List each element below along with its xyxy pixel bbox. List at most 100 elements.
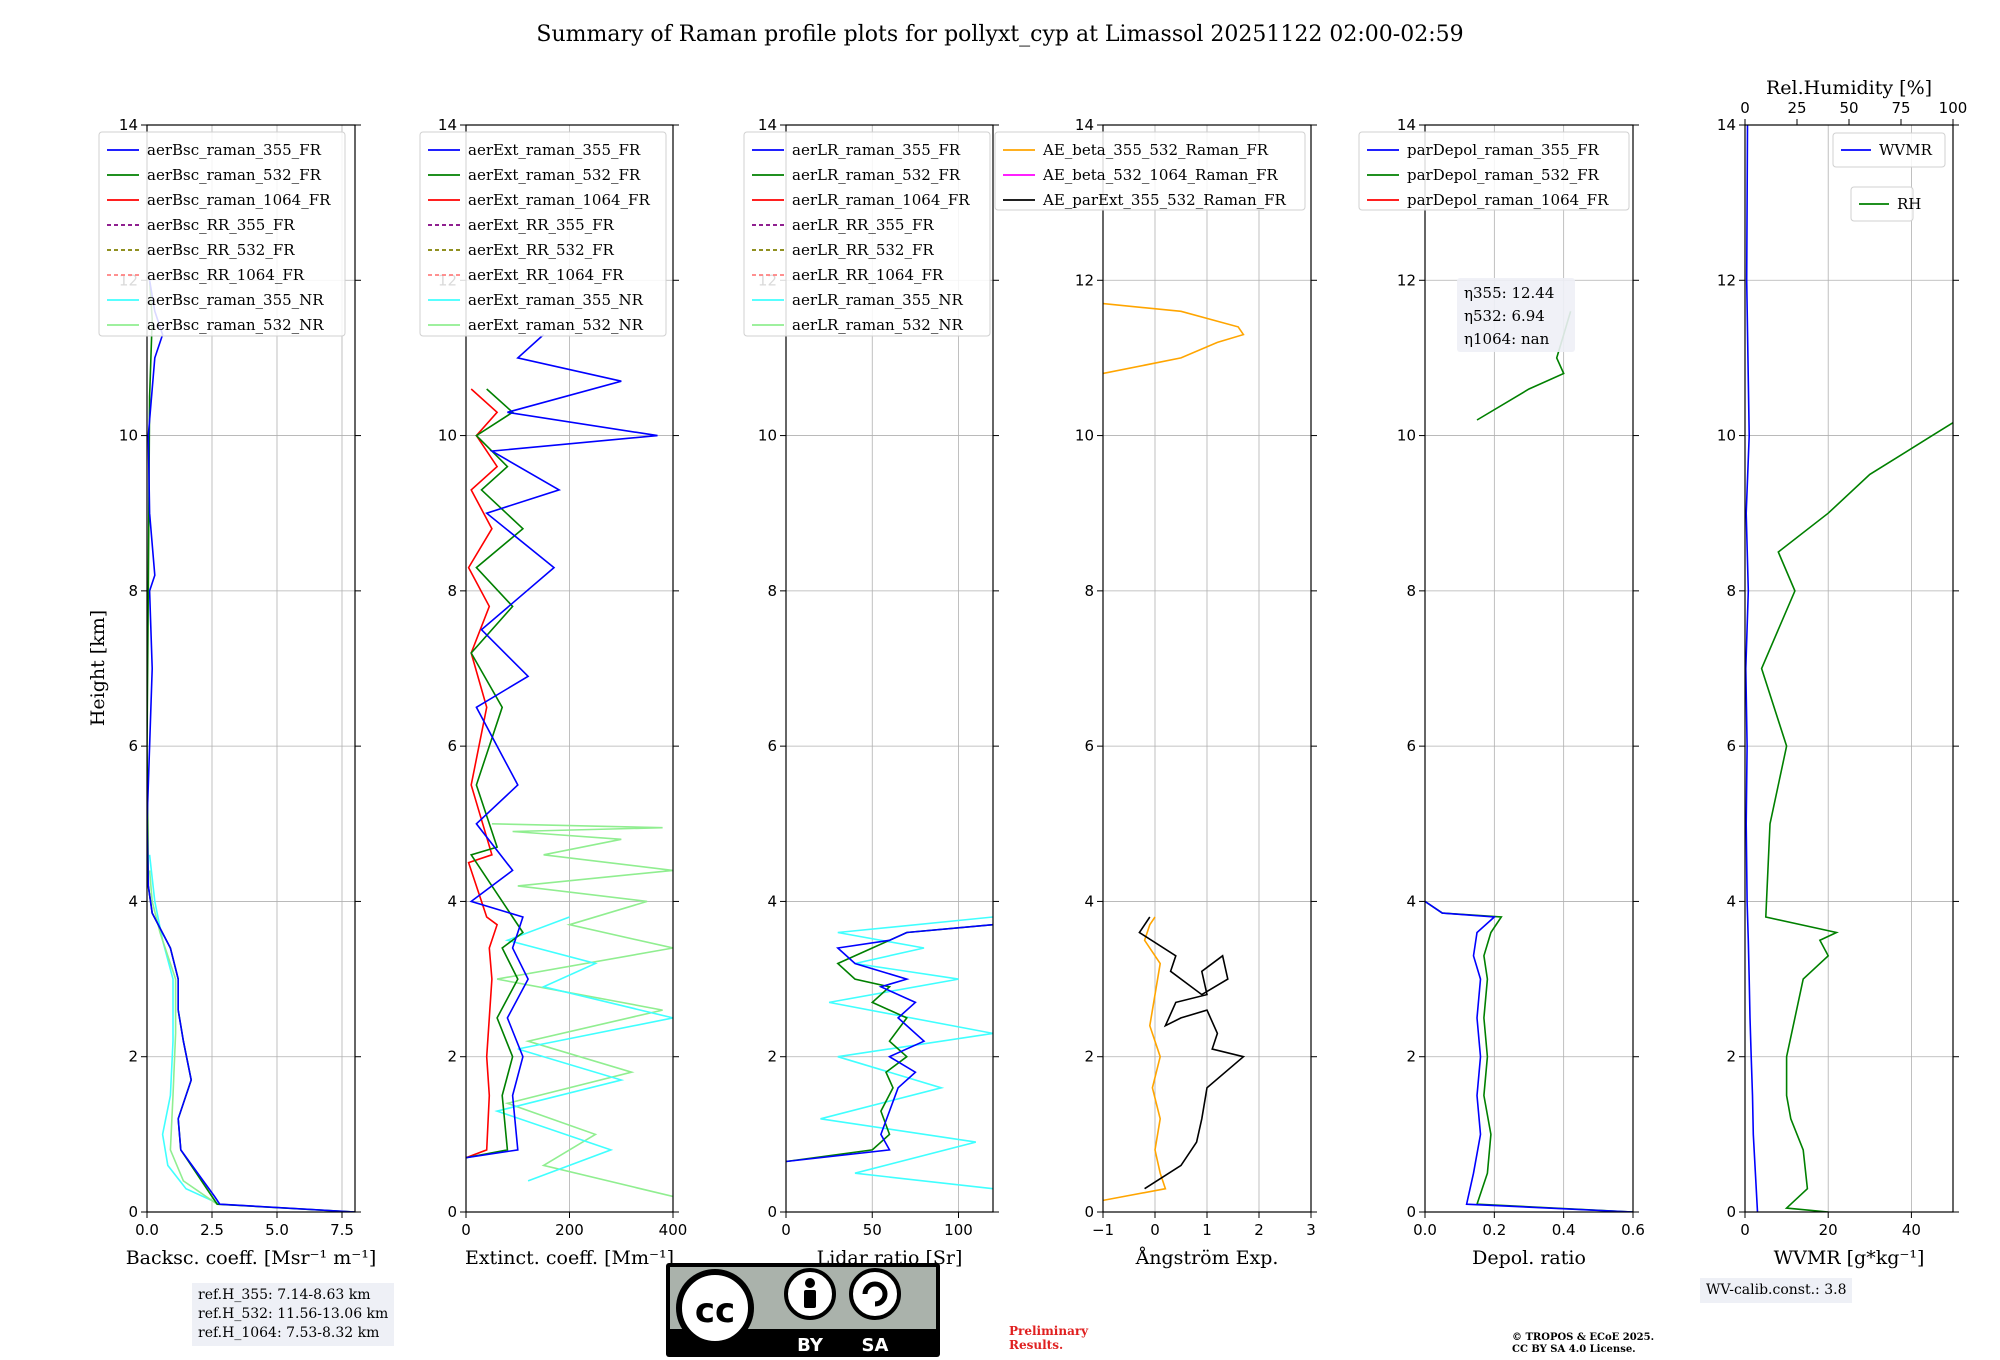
- x-tick-label: 100: [944, 1221, 973, 1239]
- legend-label: aerBsc_RR_1064_FR: [147, 266, 305, 284]
- y-tick-label: 8: [1406, 582, 1416, 600]
- series-line-aerBsc_raman_355_NR: [148, 854, 221, 1205]
- y-tick-label: 6: [128, 737, 138, 755]
- y-tick-label: 6: [767, 737, 777, 755]
- x-tick-label: 5.0: [265, 1221, 289, 1239]
- y-tick-label: 10: [1397, 427, 1416, 445]
- legend-box: [743, 131, 991, 337]
- y-tick-label: 14: [438, 116, 457, 134]
- x2-tick-label: 0: [1740, 99, 1750, 117]
- y-axis-label: Height [km]: [87, 610, 109, 726]
- x-axis-label: Backsc. coeff. [Msr⁻¹ m⁻¹]: [126, 1247, 377, 1269]
- legend-label: aerLR_raman_532_NR: [792, 316, 963, 334]
- x-tick-label: 0.0: [135, 1221, 159, 1239]
- panel-5: 0 2 4 6 8 10 12 14 0.0 0.2 0.4 0.6 Depol. ratio parDe…: [1358, 116, 1645, 1269]
- legend-label: aerLR_raman_355_NR: [792, 291, 963, 309]
- series-line-aerLR_raman_355_FR: [786, 923, 993, 1163]
- y-tick-label: 0: [1726, 1203, 1736, 1221]
- legend-label: aerBsc_raman_532_NR: [147, 316, 324, 334]
- x-tick-label: 3: [1306, 1221, 1316, 1239]
- legend-label: WVMR: [1879, 141, 1933, 159]
- x-tick-label: 0.4: [1552, 1221, 1576, 1239]
- legend-label: aerBsc_RR_355_FR: [147, 216, 295, 234]
- panel-2: 024681012140200400Extinct. coeff. [Mm⁻¹]…: [419, 116, 687, 1269]
- y-tick-label: 4: [447, 892, 457, 910]
- x-tick-label: 200: [555, 1221, 584, 1239]
- y-tick-label: 6: [1084, 737, 1094, 755]
- legend-box: [1358, 131, 1630, 211]
- series-line-aerBsc_raman_532_NR: [148, 870, 218, 1205]
- y-tick-label: 8: [128, 582, 138, 600]
- y-tick-label: 10: [758, 427, 777, 445]
- y-tick-label: 4: [1726, 892, 1736, 910]
- plot-frame: [785, 124, 994, 1213]
- y-tick-label: 10: [119, 427, 138, 445]
- x2-tick-label: 75: [1891, 99, 1910, 117]
- series-line-AE_parExt_355_532_Raman_FR: [1138, 916, 1246, 1190]
- series-line-aerExt_raman_355_NR: [494, 916, 673, 1182]
- legend-label: aerExt_raman_355_FR: [468, 141, 641, 159]
- y-tick-label: 8: [1084, 582, 1094, 600]
- panel-3: 02468101214050100Lidar ratio [Sr]aerLR_r…: [743, 116, 999, 1269]
- sa-arrow-icon: [862, 1281, 888, 1307]
- legend-label: AE_parExt_355_532_Raman_FR: [1042, 191, 1287, 209]
- series-line-WVMR: [1745, 125, 1759, 1212]
- y-tick-label: 2: [1406, 1048, 1416, 1066]
- ref-height-1064: ref.H_1064: 7.53-8.32 km: [198, 1325, 380, 1341]
- y-tick-label: 6: [1406, 737, 1416, 755]
- x-tick-label: 40: [1902, 1221, 1921, 1239]
- series-line-AE_beta_355_532_Raman_FR: [1103, 916, 1167, 1202]
- series-line-parDepol_raman_355_FR: [1425, 900, 1633, 1212]
- legend-label: aerExt_raman_532_NR: [468, 316, 644, 334]
- y-tick-label: 2: [447, 1048, 457, 1066]
- legend-label: aerLR_RR_355_FR: [792, 216, 934, 234]
- legend-label: RH: [1897, 195, 1921, 213]
- series-line-aerExt_raman_1064_FR: [466, 388, 499, 1159]
- y-tick-label: 12: [1075, 271, 1094, 289]
- copyright-line-1: © TROPOS & ECoE 2025.: [1512, 1332, 1655, 1343]
- reference-height-box: ref.H_355: 7.14-8.63 km ref.H_532: 11.56…: [192, 1283, 395, 1346]
- eta-label: η532: 6.94: [1464, 307, 1545, 325]
- x-tick-label: 0: [1150, 1221, 1160, 1239]
- legend-box: [98, 131, 346, 337]
- legend-label: aerExt_raman_1064_FR: [468, 191, 650, 209]
- y-tick-label: 6: [1726, 737, 1736, 755]
- legend-box: [994, 131, 1306, 211]
- x-tick-label: 0.0: [1413, 1221, 1437, 1239]
- legend-label: parDepol_raman_532_FR: [1407, 166, 1600, 184]
- legend-label: aerBsc_raman_1064_FR: [147, 191, 331, 209]
- x-tick-label: 2: [1254, 1221, 1264, 1239]
- series-line-parDepol_raman_532_FR: [1425, 900, 1633, 1212]
- x-tick-label: 0: [781, 1221, 791, 1239]
- y-tick-label: 2: [1726, 1048, 1736, 1066]
- by-text: BY: [797, 1335, 824, 1356]
- preliminary-note: Preliminary Results.: [1009, 1324, 1088, 1352]
- y-tick-label: 14: [119, 116, 138, 134]
- series-line-RH: [1760, 421, 1953, 1212]
- legend-label: aerBsc_RR_532_FR: [147, 241, 295, 259]
- x-tick-label: 2.5: [200, 1221, 224, 1239]
- series-line-aerExt_raman_355_FR: [466, 334, 658, 1159]
- y-tick-label: 0: [767, 1203, 777, 1221]
- x-tick-label: 7.5: [330, 1221, 354, 1239]
- wv-calibration-box: WV-calib.const.: 3.8: [1700, 1278, 1853, 1303]
- legend-label: aerLR_raman_355_FR: [792, 141, 961, 159]
- x2-tick-label: 50: [1839, 99, 1858, 117]
- plot-frame: [1424, 124, 1634, 1213]
- legend-label: parDepol_raman_1064_FR: [1407, 191, 1609, 209]
- legend-box: [419, 131, 667, 337]
- eta-box: [1457, 278, 1575, 352]
- x-axis-label: Ångström Exp.: [1135, 1247, 1279, 1269]
- legend-label: aerBsc_raman_355_NR: [147, 291, 324, 309]
- series-line-AE_beta_355_532_Raman_FR: [1103, 302, 1245, 375]
- by-person-head-icon: [805, 1278, 815, 1288]
- cc-circle-icon: [676, 1269, 754, 1347]
- y-tick-label: 2: [128, 1048, 138, 1066]
- legend-label: aerExt_RR_532_FR: [468, 241, 615, 259]
- y-tick-label: 2: [1084, 1048, 1094, 1066]
- y-tick-label: 8: [447, 582, 457, 600]
- sa-text: SA: [862, 1335, 889, 1356]
- x-tick-label: 50: [863, 1221, 882, 1239]
